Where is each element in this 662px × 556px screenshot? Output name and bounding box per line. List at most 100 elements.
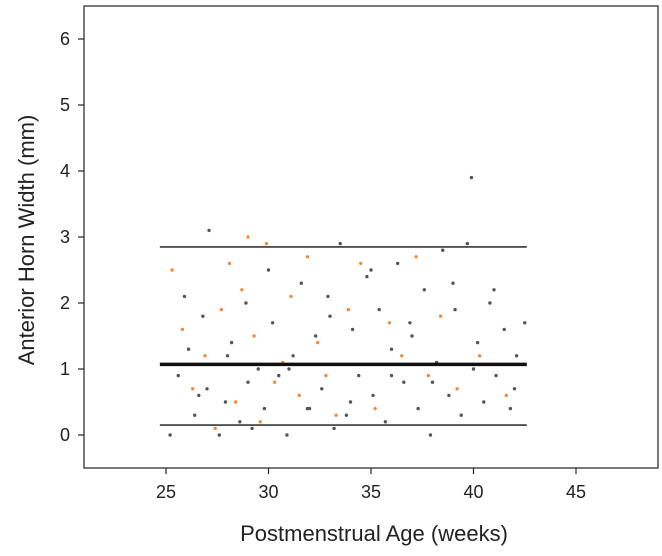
data-point-gray (508, 406, 513, 411)
data-point-gray (332, 426, 336, 431)
data-point-gray (389, 347, 394, 351)
data-point-orange (203, 354, 207, 358)
x-tick-label: 45 (566, 482, 586, 502)
data-point-gray (207, 228, 211, 233)
data-point-gray (291, 354, 295, 358)
data-point-orange (219, 307, 224, 312)
data-point-gray (348, 400, 353, 404)
data-point-gray (357, 373, 361, 378)
x-axis-title: Postmenstrual Age (weeks) (240, 521, 508, 546)
data-point-gray (389, 373, 394, 378)
data-point-gray (217, 433, 221, 437)
x-tick-label: 40 (463, 482, 483, 502)
data-point-orange (504, 393, 508, 398)
data-point-gray (402, 380, 406, 384)
y-tick-label: 5 (60, 95, 70, 115)
data-point-orange (373, 406, 377, 411)
data-point-gray (205, 387, 209, 391)
data-point-orange (477, 354, 482, 358)
data-point-gray (270, 321, 275, 325)
data-point-gray (266, 268, 271, 272)
data-point-gray (514, 354, 519, 358)
data-point-gray (201, 314, 205, 318)
y-tick-label: 4 (60, 161, 70, 181)
data-point-gray (488, 301, 492, 305)
x-axis: 25 30 35 40 45 (156, 468, 586, 502)
data-point-orange (346, 307, 351, 312)
data-point-gray (369, 268, 373, 272)
data-point-gray (307, 406, 312, 411)
data-point-gray (492, 288, 496, 292)
data-point-orange (334, 413, 338, 417)
data-point-gray (338, 241, 342, 246)
data-point-gray (326, 294, 330, 299)
y-tick-label: 3 (60, 227, 70, 247)
data-point-orange (190, 387, 195, 391)
data-point-gray (371, 393, 375, 398)
data-point-orange (297, 393, 301, 398)
data-point-gray (285, 433, 289, 437)
data-point-orange (387, 321, 392, 325)
data-point-orange (180, 327, 185, 332)
data-point-gray (494, 373, 498, 378)
data-point-orange (258, 420, 262, 424)
data-point-gray (176, 373, 180, 378)
data-point-gray (344, 413, 349, 417)
data-point-orange (414, 255, 418, 259)
y-tick-label: 1 (60, 359, 70, 379)
data-point-gray (416, 406, 420, 411)
data-point-gray (395, 261, 400, 266)
x-tick-label: 35 (361, 482, 381, 502)
data-point-gray (244, 301, 248, 305)
reference-lines (159, 246, 527, 426)
y-axis: 0 1 2 3 4 5 6 (60, 29, 84, 445)
data-point-gray (182, 294, 187, 299)
data-point-gray (246, 380, 250, 384)
data-point-gray (383, 420, 388, 424)
data-point-gray (465, 241, 470, 246)
data-point-orange (264, 241, 269, 246)
data-point-gray (193, 413, 197, 417)
data-point-orange (400, 354, 404, 358)
data-point-orange (227, 261, 232, 266)
data-point-gray (225, 354, 230, 358)
data-point-gray (523, 321, 527, 325)
data-point-gray (250, 426, 254, 431)
data-point-gray (229, 340, 234, 345)
plot-frame (83, 5, 659, 469)
data-point-gray (451, 281, 455, 285)
data-point-orange (170, 268, 174, 272)
data-point-gray (482, 400, 486, 404)
data-point-gray (459, 413, 463, 417)
data-point-orange (252, 334, 256, 338)
data-point-gray (328, 314, 332, 318)
data-point-gray (471, 367, 476, 371)
data-point-orange (289, 294, 293, 299)
y-tick-label: 6 (60, 29, 70, 49)
data-point-gray (428, 433, 433, 437)
x-tick-label: 30 (258, 482, 278, 502)
data-point-gray (430, 380, 435, 384)
data-point-gray (238, 420, 242, 424)
data-point-orange (246, 235, 250, 239)
data-point-orange (240, 288, 244, 292)
data-point-orange (234, 400, 238, 404)
data-point-orange (359, 261, 363, 266)
data-point-gray (475, 340, 480, 345)
x-tick-label: 25 (156, 482, 176, 502)
data-point-orange (324, 373, 328, 378)
data-point-gray (447, 393, 451, 398)
data-point-gray (168, 433, 172, 437)
data-point-gray (287, 367, 291, 371)
data-point-gray (377, 307, 381, 312)
data-point-gray (408, 321, 412, 325)
data-point-gray (277, 373, 281, 378)
data-point-gray (256, 367, 260, 371)
data-point-gray (313, 334, 318, 338)
y-tick-label: 0 (60, 425, 70, 445)
data-point-orange (213, 426, 217, 431)
data-point-gray (441, 248, 445, 252)
data-point-orange (455, 387, 459, 391)
data-point-gray (422, 288, 426, 292)
data-points (168, 175, 527, 437)
